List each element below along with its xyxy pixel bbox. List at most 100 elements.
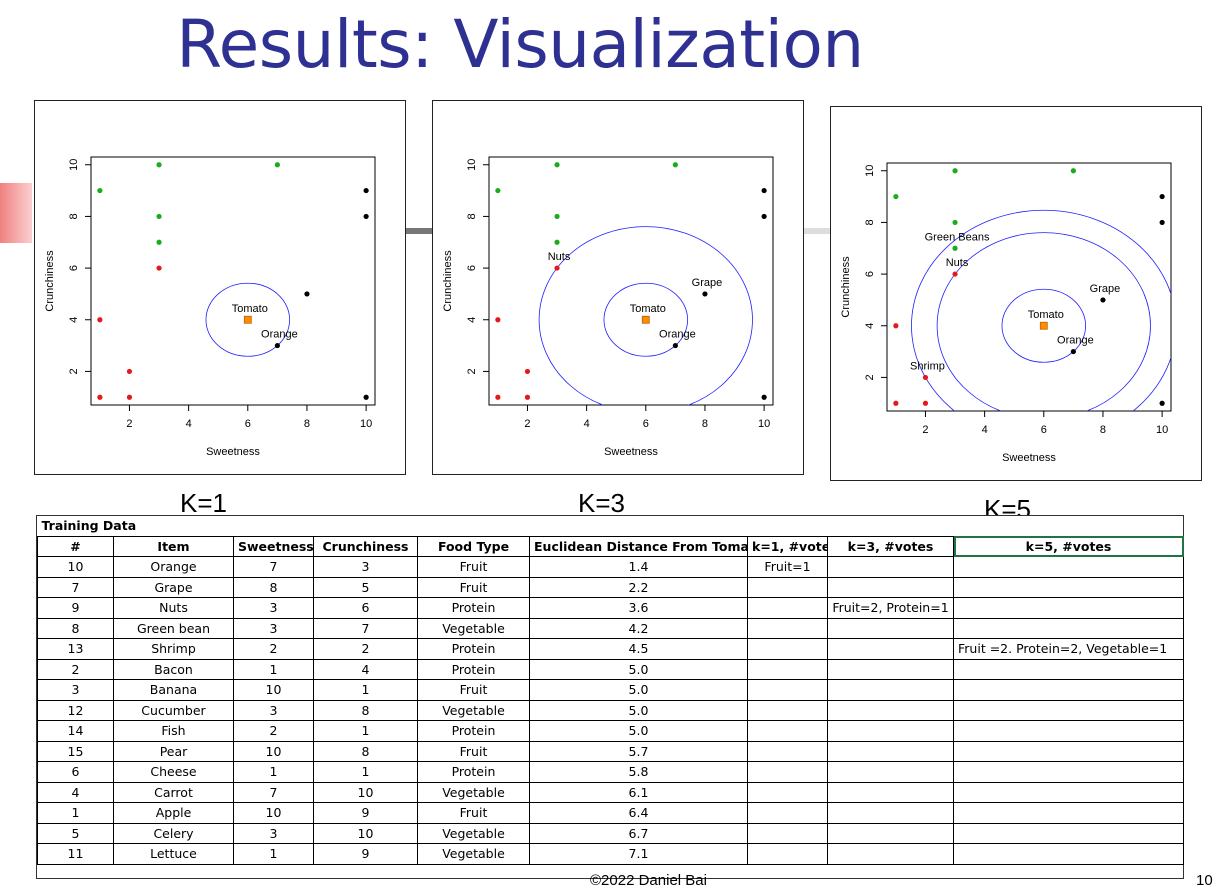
- table-cell[interactable]: 1: [313, 679, 418, 701]
- table-cell[interactable]: 8: [313, 699, 418, 721]
- column-header[interactable]: Crunchiness: [313, 535, 418, 557]
- table-cell[interactable]: 10: [233, 740, 314, 762]
- table-cell[interactable]: [953, 740, 1184, 762]
- table-cell[interactable]: Vegetable: [417, 843, 530, 865]
- table-cell[interactable]: 5: [313, 576, 418, 598]
- table-cell[interactable]: 1: [233, 843, 314, 865]
- table-cell[interactable]: Carrot: [113, 781, 234, 803]
- table-cell[interactable]: 9: [313, 843, 418, 865]
- table-cell[interactable]: Green bean: [113, 617, 234, 639]
- table-cell[interactable]: Nuts: [113, 597, 234, 619]
- table-cell[interactable]: 3: [37, 679, 114, 701]
- table-cell[interactable]: [747, 658, 828, 680]
- column-header[interactable]: k=3, #votes: [827, 535, 954, 557]
- table-cell[interactable]: Vegetable: [417, 781, 530, 803]
- table-cell[interactable]: 8: [37, 617, 114, 639]
- table-cell[interactable]: 7: [233, 781, 314, 803]
- table-cell[interactable]: 10: [37, 556, 114, 578]
- table-cell[interactable]: [953, 576, 1184, 598]
- table-cell[interactable]: 3: [233, 822, 314, 844]
- table-cell[interactable]: [827, 802, 954, 824]
- table-cell[interactable]: [827, 658, 954, 680]
- table-cell[interactable]: Fruit: [417, 679, 530, 701]
- table-cell[interactable]: [747, 802, 828, 824]
- table-cell[interactable]: [827, 720, 954, 742]
- table-cell[interactable]: [953, 556, 1184, 578]
- table-cell[interactable]: [953, 843, 1184, 865]
- table-cell[interactable]: Fish: [113, 720, 234, 742]
- table-cell[interactable]: 5.0: [529, 720, 748, 742]
- table-cell[interactable]: Shrimp: [113, 638, 234, 660]
- table-cell[interactable]: 1: [313, 720, 418, 742]
- table-cell[interactable]: Fruit =2. Protein=2, Vegetable=1: [953, 638, 1184, 660]
- table-cell[interactable]: Cheese: [113, 761, 234, 783]
- table-cell[interactable]: 3: [233, 699, 314, 721]
- table-cell[interactable]: [747, 822, 828, 844]
- table-cell[interactable]: [953, 781, 1184, 803]
- table-cell[interactable]: Vegetable: [417, 822, 530, 844]
- table-cell[interactable]: [953, 822, 1184, 844]
- table-cell[interactable]: 3.6: [529, 597, 748, 619]
- column-header[interactable]: k=5, #votes: [953, 535, 1184, 557]
- table-cell[interactable]: 8: [313, 740, 418, 762]
- table-cell[interactable]: 9: [37, 597, 114, 619]
- table-cell[interactable]: 2.2: [529, 576, 748, 598]
- table-cell[interactable]: [747, 699, 828, 721]
- table-cell[interactable]: 6: [313, 597, 418, 619]
- table-cell[interactable]: 3: [233, 617, 314, 639]
- table-cell[interactable]: [827, 617, 954, 639]
- table-cell[interactable]: [827, 576, 954, 598]
- table-cell[interactable]: Protein: [417, 761, 530, 783]
- table-cell[interactable]: 2: [37, 658, 114, 680]
- table-cell[interactable]: Protein: [417, 720, 530, 742]
- table-cell[interactable]: [827, 761, 954, 783]
- table-cell[interactable]: 9: [313, 802, 418, 824]
- table-cell[interactable]: Fruit: [417, 556, 530, 578]
- table-cell[interactable]: 15: [37, 740, 114, 762]
- table-cell[interactable]: Protein: [417, 638, 530, 660]
- table-cell[interactable]: 10: [233, 679, 314, 701]
- table-cell[interactable]: [747, 617, 828, 639]
- table-cell[interactable]: 3: [233, 597, 314, 619]
- column-header[interactable]: Sweetness: [233, 535, 314, 557]
- table-cell[interactable]: 6: [37, 761, 114, 783]
- table-cell[interactable]: 5.8: [529, 761, 748, 783]
- table-cell[interactable]: 6.1: [529, 781, 748, 803]
- table-cell[interactable]: Cucumber: [113, 699, 234, 721]
- table-cell[interactable]: 6.7: [529, 822, 748, 844]
- table-cell[interactable]: [953, 597, 1184, 619]
- table-cell[interactable]: [747, 720, 828, 742]
- table-cell[interactable]: [827, 843, 954, 865]
- table-cell[interactable]: [747, 761, 828, 783]
- table-cell[interactable]: 7: [233, 556, 314, 578]
- table-cell[interactable]: [747, 638, 828, 660]
- table-cell[interactable]: Banana: [113, 679, 234, 701]
- table-cell[interactable]: 10: [313, 781, 418, 803]
- table-cell[interactable]: [827, 740, 954, 762]
- table-cell[interactable]: [827, 699, 954, 721]
- table-cell[interactable]: Bacon: [113, 658, 234, 680]
- table-cell[interactable]: [747, 843, 828, 865]
- table-cell[interactable]: 4: [313, 658, 418, 680]
- table-cell[interactable]: Celery: [113, 822, 234, 844]
- table-cell[interactable]: [827, 781, 954, 803]
- table-cell[interactable]: Fruit: [417, 802, 530, 824]
- table-cell[interactable]: Fruit=1: [747, 556, 828, 578]
- table-cell[interactable]: [747, 781, 828, 803]
- column-header[interactable]: Item: [113, 535, 234, 557]
- table-cell[interactable]: Orange: [113, 556, 234, 578]
- column-header[interactable]: k=1, #votes: [747, 535, 828, 557]
- column-header[interactable]: #: [37, 535, 114, 557]
- table-cell[interactable]: Grape: [113, 576, 234, 598]
- table-cell[interactable]: 2: [233, 720, 314, 742]
- table-cell[interactable]: Lettuce: [113, 843, 234, 865]
- table-cell[interactable]: Protein: [417, 597, 530, 619]
- table-cell[interactable]: Apple: [113, 802, 234, 824]
- column-header[interactable]: Euclidean Distance From Tomato: [529, 535, 748, 557]
- table-cell[interactable]: 5.0: [529, 658, 748, 680]
- table-cell[interactable]: [747, 597, 828, 619]
- table-cell[interactable]: 4: [37, 781, 114, 803]
- table-cell[interactable]: 1: [233, 761, 314, 783]
- table-cell[interactable]: [953, 679, 1184, 701]
- table-cell[interactable]: Vegetable: [417, 617, 530, 639]
